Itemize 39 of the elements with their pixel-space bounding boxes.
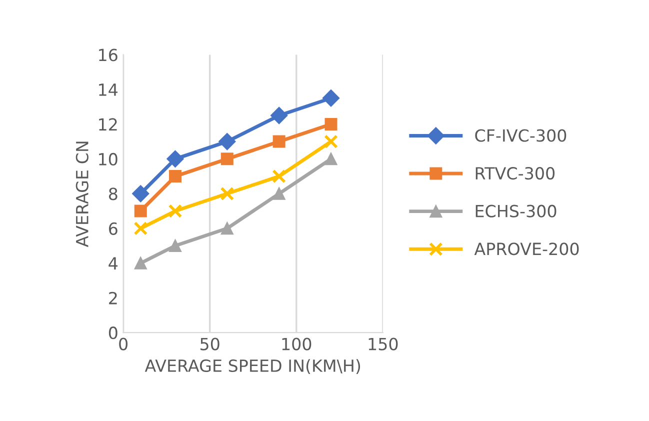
point xyxy=(324,152,338,166)
point xyxy=(134,204,147,218)
y-tick-label: 14 xyxy=(99,84,118,96)
y-tick-label: 12 xyxy=(99,118,117,131)
y-tick-label: 4 xyxy=(108,257,118,270)
y-tick-label: 6 xyxy=(109,222,118,235)
point xyxy=(270,106,288,124)
point xyxy=(324,118,338,130)
y-tick-label: 16 xyxy=(99,48,118,62)
legend-label: RTVC-300 xyxy=(476,166,555,180)
y-tick-label: 8 xyxy=(108,188,118,200)
x-tick-label: 0 xyxy=(119,338,128,350)
legend-label: ECHS-300 xyxy=(476,204,556,218)
legend-label: APROVE-200 xyxy=(474,242,579,256)
point xyxy=(168,204,182,218)
point xyxy=(220,222,234,235)
legend-label: CF-IVC-300 xyxy=(475,129,566,142)
y-axis-title: AVERAGE CN xyxy=(76,142,88,248)
point xyxy=(324,134,338,149)
x-axis-title: AVERAGE SPEED IN(KM\H) xyxy=(144,359,360,374)
point xyxy=(220,186,234,201)
x-tick-label: 100 xyxy=(282,338,312,350)
point xyxy=(272,135,286,148)
y-tick-label: 2 xyxy=(109,292,117,304)
point xyxy=(322,90,340,107)
x-tick-label: 150 xyxy=(368,338,398,350)
point xyxy=(218,133,236,150)
point xyxy=(166,150,184,168)
point xyxy=(220,152,234,166)
point xyxy=(134,256,147,270)
point xyxy=(134,221,148,236)
point xyxy=(272,187,286,200)
y-tick-label: 10 xyxy=(99,152,118,166)
x-tick-label: 50 xyxy=(200,338,220,350)
point xyxy=(168,240,182,252)
point xyxy=(132,185,150,202)
y-tick-label: 0 xyxy=(108,326,118,340)
point xyxy=(272,169,286,184)
point xyxy=(168,170,182,183)
